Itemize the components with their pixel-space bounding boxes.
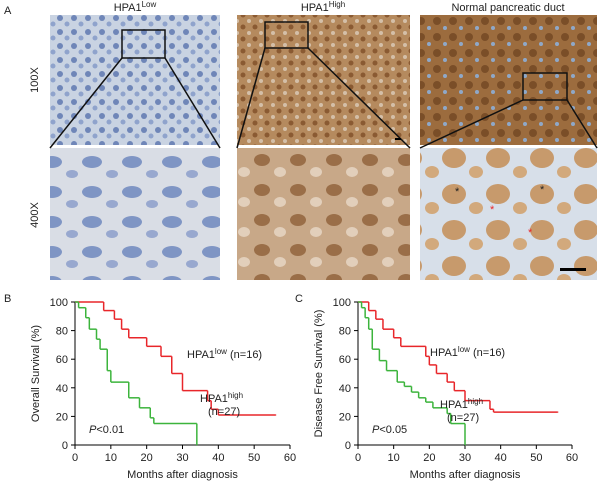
text-part: HPA1 xyxy=(430,347,458,359)
zoom-line xyxy=(566,99,598,149)
micrograph-zoom xyxy=(237,148,410,280)
y-axis-title: Overall Survival (%) xyxy=(30,325,42,422)
zoom-line xyxy=(49,57,123,149)
micrograph xyxy=(237,15,410,145)
x-tick-label: 50 xyxy=(530,452,542,464)
x-tick-label: 40 xyxy=(212,452,224,464)
x-tick-label: 30 xyxy=(459,452,471,464)
text-part: P xyxy=(372,424,380,436)
y-tick-label: 60 xyxy=(339,354,351,366)
text-part: HPA1 xyxy=(200,393,228,405)
zoom-line xyxy=(307,47,411,149)
column-title: HPA1Low xyxy=(114,0,157,14)
text-part: high xyxy=(468,397,483,406)
zoom-line xyxy=(419,99,524,149)
magnification: 100X xyxy=(29,66,41,92)
scale-bar xyxy=(395,138,401,140)
zoom-box xyxy=(121,29,166,59)
text-part: High xyxy=(329,0,345,9)
series-label: HPA1low (n=16) xyxy=(430,345,505,360)
x-tick-label: 40 xyxy=(495,452,507,464)
column-title: Normal pancreatic duct xyxy=(451,2,564,14)
scale-bar xyxy=(560,268,586,271)
y-tick-label: 40 xyxy=(56,383,68,395)
p-value: P<0.05 xyxy=(372,424,407,436)
y-tick-label: 80 xyxy=(339,326,351,338)
zoom-line xyxy=(236,47,266,149)
text-part: low xyxy=(215,347,227,356)
x-tick-label: 30 xyxy=(176,452,188,464)
asterisk: * xyxy=(455,186,460,198)
zoom-box xyxy=(264,21,309,49)
text-part: high xyxy=(228,391,243,400)
text-part: (n=27) xyxy=(208,406,240,418)
text-part: Normal pancreatic duct xyxy=(451,2,564,14)
y-tick-label: 100 xyxy=(333,297,351,309)
x-tick-label: 0 xyxy=(72,452,78,464)
text-part: low xyxy=(458,345,470,354)
panel-label: B xyxy=(4,293,11,305)
p-value: P<0.01 xyxy=(89,424,124,436)
y-axis-title: Disease Free Survival (%) xyxy=(313,310,325,438)
y-tick-label: 60 xyxy=(56,354,68,366)
x-axis-title: Months after diagnosis xyxy=(410,469,521,481)
x-tick-label: 10 xyxy=(388,452,400,464)
y-tick-label: 0 xyxy=(62,440,68,452)
x-tick-label: 20 xyxy=(423,452,435,464)
y-tick-label: 20 xyxy=(339,411,351,423)
series-label: HPA1high xyxy=(440,397,483,412)
panel-label: A xyxy=(4,5,12,17)
text-part: (n=27) xyxy=(447,412,479,424)
series-label: (n=27) xyxy=(208,406,240,418)
y-tick-label: 40 xyxy=(339,383,351,395)
magnification: 400X xyxy=(29,201,41,227)
zoom-boxes xyxy=(49,21,598,149)
series-label: (n=27) xyxy=(447,412,479,424)
x-tick-label: 20 xyxy=(141,452,153,464)
x-tick-label: 60 xyxy=(566,452,578,464)
text-part: (n=16) xyxy=(470,347,505,359)
text-part: HPA1 xyxy=(301,2,329,14)
micrograph-zoom xyxy=(420,148,597,280)
text-part: (n=16) xyxy=(227,349,262,361)
micrograph xyxy=(50,15,220,145)
text-part: <0.01 xyxy=(96,424,124,436)
series-label: HPA1low (n=16) xyxy=(187,347,262,362)
x-tick-label: 60 xyxy=(284,452,296,464)
text-part: HPA1 xyxy=(187,349,215,361)
text-part: <0.05 xyxy=(379,424,407,436)
y-tick-label: 20 xyxy=(56,411,68,423)
text-part: Low xyxy=(142,0,157,9)
text-part: P xyxy=(89,424,97,436)
x-tick-label: 50 xyxy=(248,452,260,464)
y-tick-label: 80 xyxy=(56,326,68,338)
x-tick-label: 0 xyxy=(355,452,361,464)
text-part: HPA1 xyxy=(114,2,142,14)
series-label: HPA1high xyxy=(200,391,243,406)
micrograph xyxy=(420,15,597,145)
column-title: HPA1High xyxy=(301,0,345,14)
zoom-box xyxy=(522,72,568,101)
asterisk: * xyxy=(540,184,545,196)
text-part: HPA1 xyxy=(440,399,468,411)
asterisk: * xyxy=(528,227,533,239)
y-tick-label: 0 xyxy=(345,440,351,452)
x-tick-label: 10 xyxy=(105,452,117,464)
panel-label: C xyxy=(295,293,303,305)
micrograph-zoom xyxy=(50,148,220,280)
y-tick-label: 100 xyxy=(50,297,68,309)
zoom-line xyxy=(164,57,221,149)
x-axis-title: Months after diagnosis xyxy=(127,469,238,481)
asterisk: * xyxy=(490,204,495,216)
